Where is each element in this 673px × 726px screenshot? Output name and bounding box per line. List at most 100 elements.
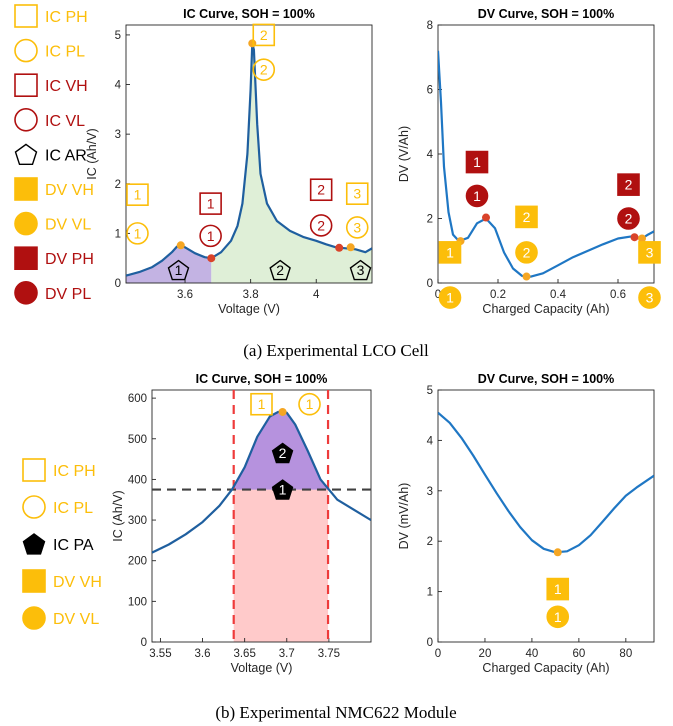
x-tick-label: 0: [435, 648, 441, 660]
y-axis-label: DV (V/Ah): [397, 126, 411, 182]
y-tick-label: 3: [427, 486, 433, 498]
annotation-circle-filled-3-9-shape: [638, 286, 661, 309]
feature-point-5: [638, 234, 646, 243]
annotation-square-open-1-0-shape: [250, 392, 273, 416]
legend-item-4-label: DV VL: [53, 611, 99, 628]
annotation-square-filled-1-6-label: 1: [446, 244, 454, 260]
x-axis-label: Charged Capacity (Ah): [482, 302, 609, 316]
y-axis-label: DV (mV/Ah): [397, 483, 411, 550]
area-segment-1: [126, 245, 212, 283]
x-tick-label: 3.65: [233, 648, 255, 660]
legend-item-2-symbol-shape: [22, 533, 46, 555]
y-tick-label: 600: [128, 393, 147, 405]
annotation-circle-open-1-3-label: 1: [207, 228, 215, 244]
legend-item-0-label: IC PH: [53, 463, 96, 480]
annotation-circle-open-3-9-label: 3: [353, 219, 361, 235]
annotation-square-filled-2-2-label: 2: [523, 209, 531, 225]
annotation-pentagon-filled-1-3: 1: [271, 479, 294, 500]
y-tick-label: 0: [115, 278, 121, 290]
legend-item-8-label: DV PL: [45, 286, 91, 303]
legend-item-5-symbol-shape: [14, 177, 38, 201]
x-tick-label: 3.7: [279, 648, 295, 660]
annotation-circle-filled-3-9-label: 3: [646, 290, 654, 306]
y-tick-label: 100: [128, 596, 147, 608]
legend-item-7-symbol: [14, 246, 38, 270]
x-tick-label: 60: [572, 648, 585, 660]
legend-item-6-label: DV VL: [45, 217, 91, 234]
caption-b: (b) Experimental NMC622 Module: [215, 703, 456, 722]
annotation-square-filled-3-8: 3: [638, 241, 661, 264]
chart-title: IC Curve, SOH = 100%: [183, 7, 315, 21]
annotation-pentagon-filled-1-3-label: 1: [279, 482, 287, 498]
legend-item-5-label: DV VH: [45, 182, 94, 199]
annotation-square-open-1-0: 1: [250, 392, 273, 416]
annotation-square-filled-2-2: 2: [515, 205, 538, 229]
y-tick-label: 5: [115, 30, 121, 42]
annotation-circle-filled-1-1-label: 1: [473, 188, 481, 204]
legend-item-6-symbol-shape: [14, 211, 38, 236]
legend-item-4-label: IC AR: [45, 147, 87, 164]
chart-title: DV Curve, SOH = 100%: [478, 7, 615, 21]
annotation-circle-filled-1-7-label: 1: [446, 290, 454, 306]
x-axis-label: Voltage (V): [231, 661, 293, 675]
chart-lco-dv-curve: 0 0.2 0.4 0.6 0 2 4 6 8 DV Curve, SOH = 100% Charg…: [397, 7, 661, 316]
feature-point-4: [335, 243, 344, 252]
legend-item-8-symbol-shape: [14, 280, 38, 305]
legend-item-2-symbol: [14, 73, 38, 97]
legend-item-1-label: IC PL: [45, 44, 85, 61]
annotation-square-filled-1-6: 1: [438, 241, 462, 264]
annotation-circle-open-1-3: 1: [199, 224, 222, 248]
y-tick-label: 8: [427, 20, 433, 32]
annotation-square-filled-1-0: 1: [546, 577, 570, 601]
y-tick-label: 4: [427, 149, 434, 161]
chart-fill-areas: [126, 43, 372, 283]
annotation-circle-open-1-1: 1: [298, 392, 321, 416]
y-tick-label: 500: [128, 434, 147, 446]
legend-item-2-label: IC PA: [53, 537, 94, 554]
x-tick-label: 3.6: [195, 648, 211, 660]
annotation-circle-filled-2-5-label: 2: [625, 211, 633, 227]
annotation-square-filled-3-8-shape: [638, 241, 661, 264]
annotation-square-filled-3-8-label: 3: [646, 244, 654, 260]
legend-item-1-symbol-shape: [14, 38, 38, 63]
annotation-circle-open-1-1: 1: [126, 222, 149, 245]
legend-item-3-label: DV VH: [53, 574, 102, 591]
annotation-square-open-2-6-label: 2: [317, 182, 325, 198]
annotation-pentagon-open-3-12: 3: [349, 259, 372, 281]
plot-frame: [151, 389, 372, 643]
series-line: [438, 411, 654, 554]
y-tick-label: 6: [427, 85, 433, 97]
legend-item-7-symbol-shape: [14, 246, 38, 270]
annotation-square-open-1-0-label: 1: [258, 396, 266, 412]
annotation-square-open-2-4-shape: [252, 23, 276, 47]
series-line: [152, 410, 371, 554]
annotation-pentagon-open-3-12-shape: [349, 259, 372, 281]
annotation-square-open-2-6: 2: [309, 178, 333, 202]
annotation-square-filled-1-0: 1: [465, 150, 489, 174]
legend-item-3-symbol: [14, 108, 38, 132]
legend-item-4-symbol: [14, 143, 38, 166]
annotation-square-filled-2-4-label: 2: [625, 177, 633, 193]
annotation-circle-open-1-1-label: 1: [306, 396, 314, 412]
feature-point-4: [630, 233, 639, 242]
annotation-circle-open-2-5-label: 2: [260, 62, 268, 78]
plot-frame: [437, 389, 655, 643]
legend-item-1-symbol: [22, 495, 46, 519]
x-axis-label: Charged Capacity (Ah): [482, 661, 609, 675]
annotation-square-filled-1-6-shape: [438, 241, 462, 264]
feature-point-2: [207, 254, 216, 263]
annotation-square-filled-2-4: 2: [617, 173, 640, 196]
legend-item-1-label: IC PL: [53, 500, 93, 517]
legend-item-1-symbol: [14, 38, 38, 63]
annotation-circle-open-2-5: 2: [252, 58, 276, 81]
annotation-circle-open-2-7-label: 2: [317, 217, 325, 233]
y-axis-label: IC (Ah/V): [111, 490, 125, 541]
area-segment-2: [211, 43, 372, 283]
annotation-square-filled-2-2-shape: [515, 205, 538, 229]
y-tick-label: 1: [115, 228, 121, 240]
plot-frame: [125, 24, 373, 284]
legend-item-0-symbol-shape: [14, 4, 38, 28]
x-tick-label: 3.8: [243, 289, 259, 301]
y-tick-label: 200: [128, 556, 147, 568]
legend-item-3-symbol-shape: [14, 108, 38, 132]
